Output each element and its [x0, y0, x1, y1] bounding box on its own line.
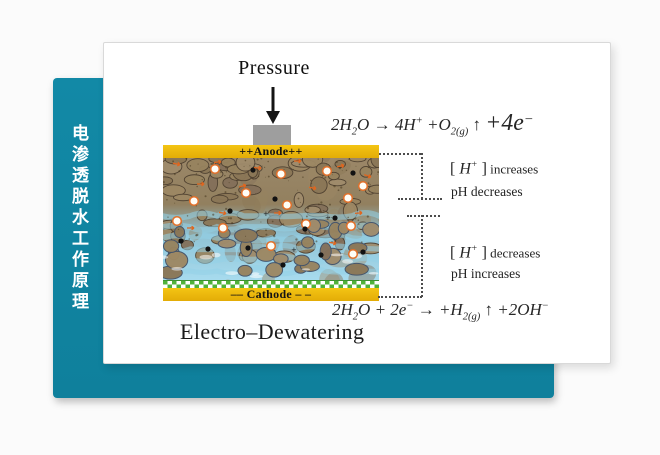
anode-label: ++Anode++	[239, 144, 303, 158]
cathode-region-note-1: [ H+ ] decreases	[450, 243, 541, 262]
anode-bracket-top	[379, 153, 421, 155]
anode-bar: ++Anode++	[163, 145, 379, 158]
dewatering-cell: ++Anode++ + + + –– Cathode – –	[163, 145, 379, 301]
anode-bracket-stem	[421, 153, 423, 199]
filter-membrane	[163, 280, 379, 288]
cathode-bracket-start	[407, 215, 440, 217]
svg-text:+: +	[263, 210, 269, 218]
down-arrow-icon	[266, 87, 280, 124]
anode-region-note-2: pH decreases	[451, 184, 523, 199]
svg-text:+: +	[325, 214, 331, 222]
diagram-card: Pressure ++Anode++ + + + –– Cathode – – 2H…	[103, 42, 611, 364]
svg-text:+: +	[291, 246, 297, 254]
sludge-illustration: + + +	[163, 158, 379, 280]
cathode-equation: 2H2O + 2e− → +H2(g) ↑ +2OH−	[332, 300, 549, 323]
cathode-bracket-bottom	[378, 296, 422, 298]
pressure-plate	[253, 125, 291, 145]
anode-bracket-end	[398, 198, 442, 200]
cathode-label: –– Cathode – –	[230, 287, 312, 301]
anode-region-note-1: [ H+ ] increases	[450, 159, 539, 178]
anode-equation: 2H2O → 4H+ +O2(g) ↑ +4e−	[331, 110, 534, 138]
pressure-label: Pressure	[238, 57, 310, 79]
cathode-bar: –– Cathode – –	[163, 288, 379, 301]
diagram-title: Electro–Dewatering	[180, 319, 365, 344]
cathode-region-note-2: pH increases	[451, 266, 521, 281]
cathode-bracket-stem	[421, 215, 423, 297]
vertical-title: 电渗透脱水工作原理	[69, 124, 88, 313]
